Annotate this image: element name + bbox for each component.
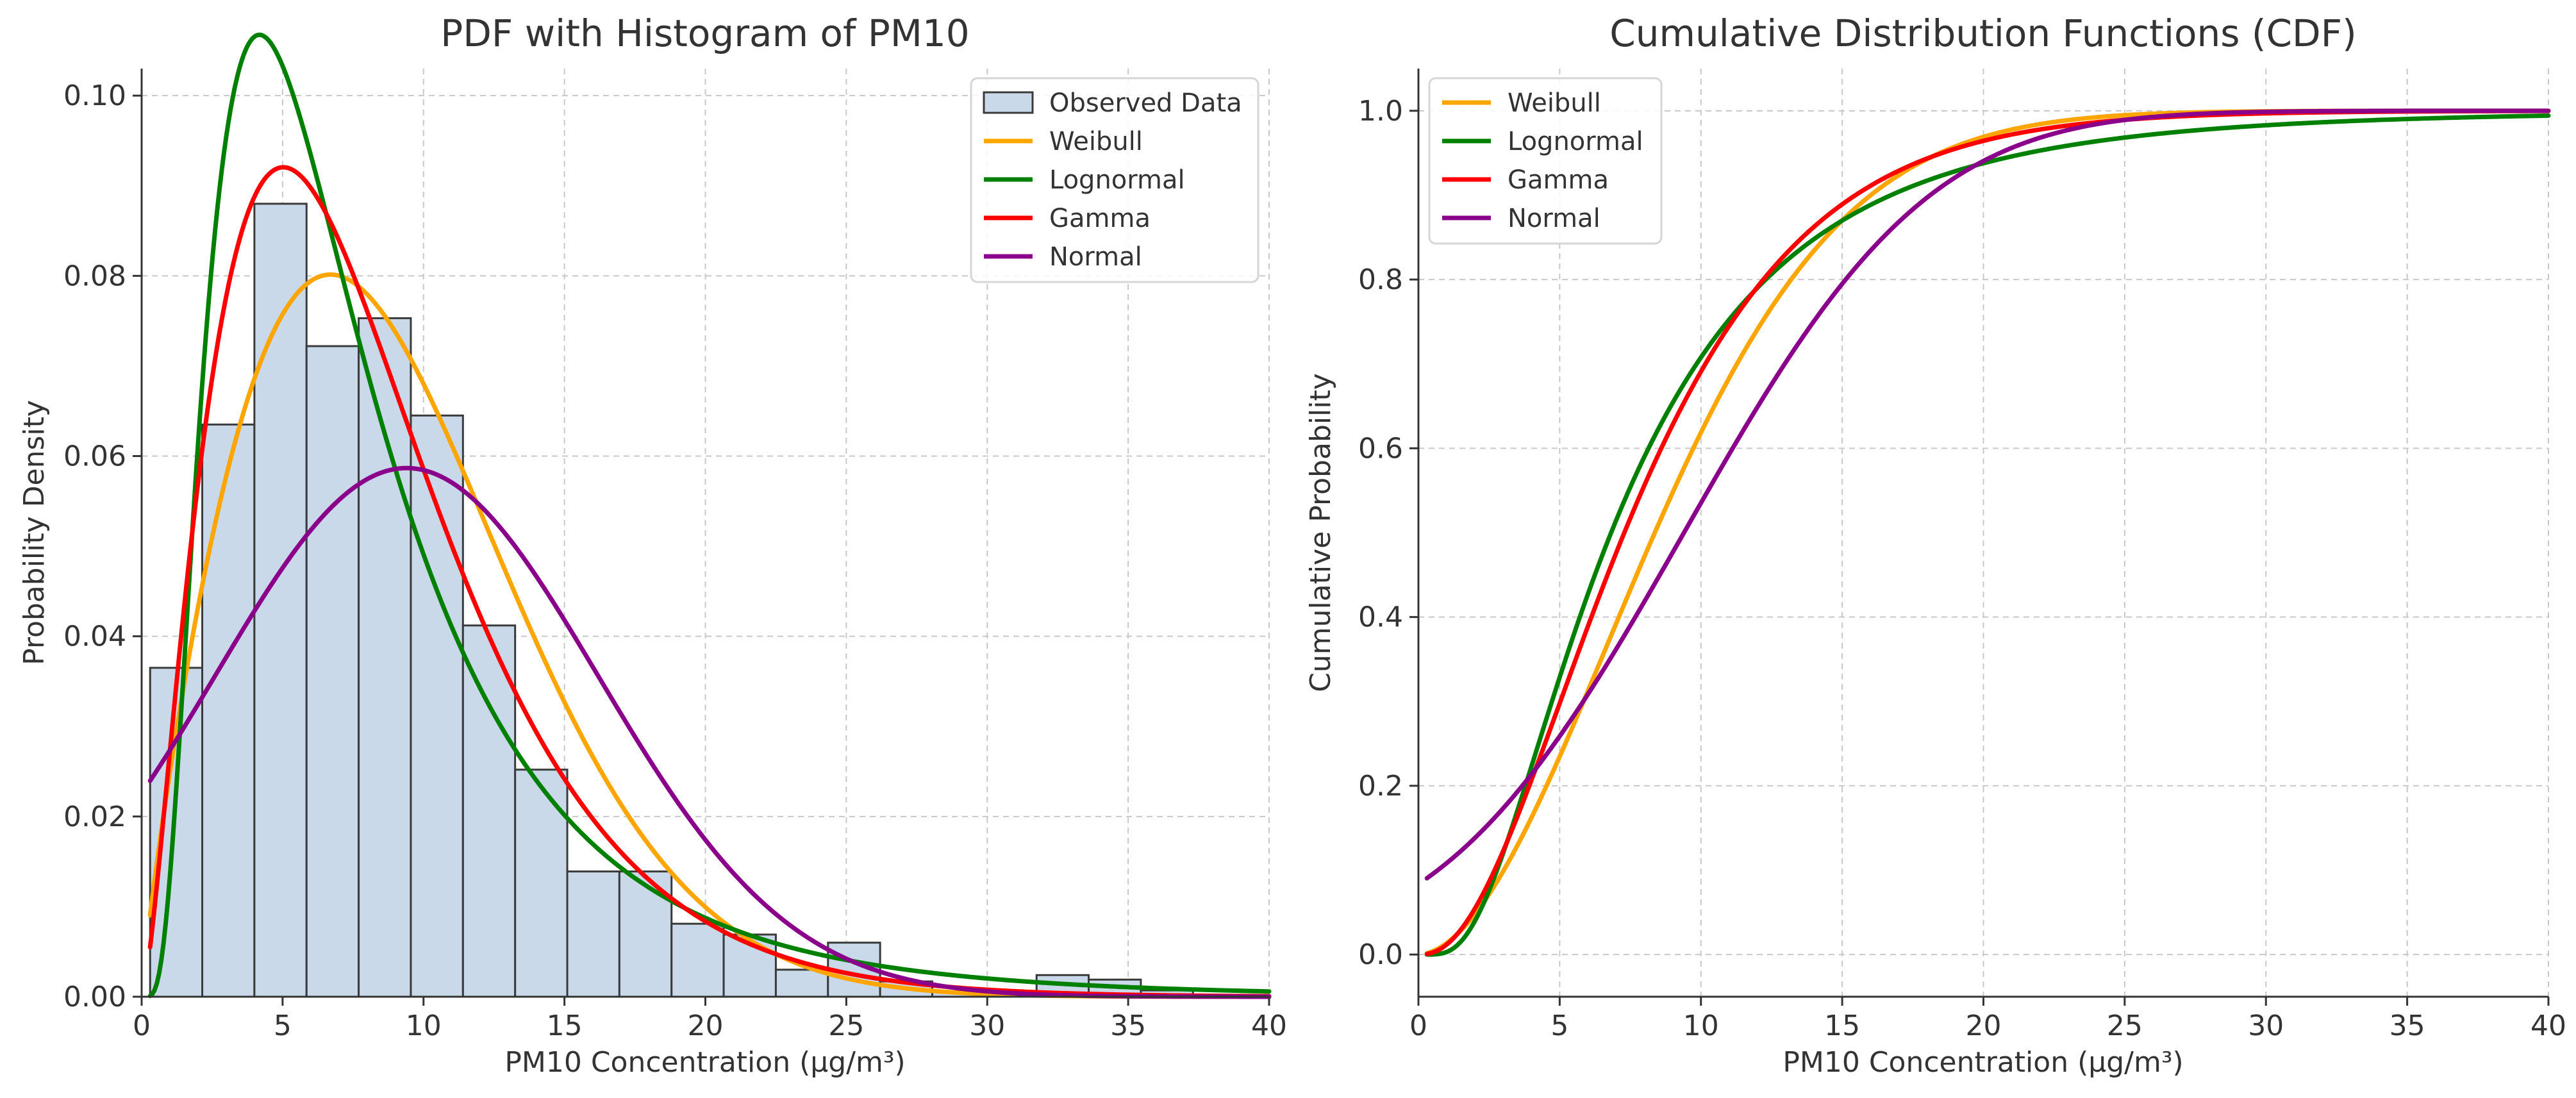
cdf-x-tick-label: 0 [1409,1010,1427,1042]
pdf-x-tick-label: 30 [969,1010,1005,1042]
cdf-curve-normal [1424,108,2551,881]
cdf-x-tick-label: 10 [1683,1010,1719,1042]
cdf-x-axis-label: PM10 Concentration (µg/m³) [1782,1046,2183,1079]
cdf-title: Cumulative Distribution Functions (CDF) [1609,12,2356,55]
pdf-legend-label: Lognormal [1049,165,1185,195]
cdf-curves [1424,108,2551,957]
pdf-curve-lognormal [147,32,1272,999]
histogram-bar [514,769,569,998]
pdf-y-tick-label: 0.04 [63,620,126,653]
cdf-legend-label: Gamma [1508,165,1609,195]
pdf-x-tick-label: 5 [274,1010,292,1042]
cdf-x-tick-label: 15 [1824,1010,1860,1042]
pdf-x-tick-label: 0 [133,1010,151,1042]
histogram-bar [774,969,829,998]
cdf-ticks: 0 5 10 15 20 25 30 35 40 0.0 0.2 0.4 0.6 0.8 1.0 [1358,95,2566,1042]
pdf-legend: Observed Data Weibull Lognormal Gamma Normal [970,77,1259,283]
pdf-x-tick-label: 35 [1110,1010,1146,1042]
pdf-y-tick-label: 0.00 [63,981,126,1013]
pdf-y-tick-label: 0.02 [63,801,126,833]
histogram-bar [358,317,412,998]
cdf-y-tick-label: 0.6 [1358,432,1403,465]
histogram-bar [566,870,620,998]
pdf-panel: 0 5 10 15 20 25 30 35 40 0.00 0.02 0.04 0.06 0.08 0.10… [18,12,1287,1079]
cdf-y-tick-label: 0.2 [1358,770,1403,803]
pdf-x-tick-label: 15 [547,1010,583,1042]
pdf-curves [147,32,1272,999]
cdf-x-tick-label: 25 [2107,1010,2143,1042]
cdf-x-tick-label: 30 [2248,1010,2284,1042]
cdf-legend-label: Weibull [1508,88,1601,118]
cdf-legend-label: Normal [1508,204,1600,233]
pdf-legend-label: Weibull [1049,127,1143,156]
histogram-bar [618,870,673,998]
cdf-y-tick-label: 0.0 [1358,938,1403,971]
histogram-bar [149,667,204,998]
pdf-x-axis-label: PM10 Concentration (µg/m³) [504,1046,905,1079]
cdf-legend: Weibull Lognormal Gamma Normal [1428,77,1663,245]
cdf-y-tick-label: 1.0 [1358,95,1403,128]
cdf-x-tick-label: 20 [1966,1010,2002,1042]
histogram-bar [670,922,725,998]
pdf-y-tick-label: 0.06 [63,440,126,473]
cdf-y-tick-label: 0.4 [1358,601,1403,634]
pdf-legend-swatch [983,91,1034,114]
pdf-legend-label: Normal [1049,242,1142,272]
histogram-bar [305,345,360,998]
pdf-ticks: 0 5 10 15 20 25 30 35 40 0.00 0.02 0.04 0.06 0.08 0.10 [63,79,1287,1042]
cdf-legend-label: Lognormal [1508,127,1643,156]
pdf-curve-normal [147,465,1272,999]
pdf-legend-label: Observed Data [1049,88,1242,118]
cdf-legend-frame [1428,77,1663,245]
pdf-legend-frame [970,77,1259,283]
cdf-y-tick-label: 0.8 [1358,263,1403,296]
histogram-bar [461,624,517,998]
histogram-bar [201,423,256,998]
cdf-y-axis-label: Cumulative Probability [1304,373,1337,692]
cdf-x-tick-label: 5 [1550,1010,1568,1042]
cdf-panel: 0 5 10 15 20 25 30 35 40 0.0 0.2 0.4 0.6 0.8 1.0 Cumul… [1304,12,2566,1079]
pdf-y-tick-label: 0.10 [63,79,126,112]
pdf-y-tick-label: 0.08 [63,260,126,292]
pdf-histogram [149,203,1247,998]
cdf-x-tick-label: 35 [2389,1010,2425,1042]
cdf-curve-lognormal [1424,113,2551,957]
pdf-x-tick-label: 20 [688,1010,724,1042]
pdf-x-tick-label: 40 [1251,1010,1287,1042]
pdf-x-tick-label: 10 [406,1010,442,1042]
pdf-title: PDF with Histogram of PM10 [440,12,969,55]
pdf-legend-label: Gamma [1049,204,1151,233]
pdf-x-tick-label: 25 [828,1010,864,1042]
pdf-y-axis-label: Probability Density [18,400,51,665]
cdf-x-tick-label: 40 [2530,1010,2566,1042]
